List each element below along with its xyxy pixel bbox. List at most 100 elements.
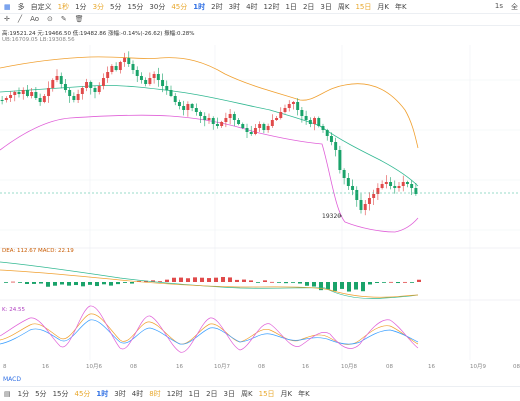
macd-bar [417, 279, 421, 282]
candle-body [72, 96, 76, 100]
macd-bar [186, 278, 190, 282]
candle-body [258, 124, 262, 128]
topbar-right: 1s 全 [487, 2, 518, 12]
macd-bar [235, 279, 239, 282]
macd-bar [312, 282, 316, 287]
timeframe-item-6[interactable]: 15分 [127, 2, 144, 11]
candle-body [76, 94, 80, 100]
boll-mid-line [0, 85, 419, 187]
bottom-timeframe-item-15[interactable]: 年K [298, 390, 310, 398]
macd-bar [263, 280, 267, 282]
macd-bar [130, 282, 134, 284]
macd-bar [88, 282, 92, 285]
candle-body [283, 108, 287, 112]
macd-bar [151, 280, 155, 282]
text-tool-button[interactable]: Ao [30, 15, 40, 23]
timeframe-item-0[interactable]: 多 [17, 2, 25, 11]
candle-body [308, 120, 312, 124]
brush-icon[interactable]: ✎ [60, 15, 67, 23]
candle-body [25, 90, 29, 96]
timeframe-item-19[interactable]: 月K [377, 2, 389, 11]
macd-bar [46, 282, 50, 287]
chart-canvas[interactable]: 19320 DEA: 112.67 MACD: 22.19 K: 24.55 8… [0, 0, 520, 376]
timeframe-item-10[interactable]: 2时 [211, 2, 223, 11]
crosshair-icon[interactable]: ✛ [4, 15, 10, 23]
candle-body [177, 102, 181, 106]
candle-body [139, 76, 143, 80]
macd-dea-line [0, 269, 419, 298]
timeframe-item-11[interactable]: 3时 [228, 2, 241, 11]
candle-body [101, 78, 105, 86]
timeframe-item-15[interactable]: 2日 [302, 2, 315, 11]
macd-bar [144, 280, 148, 282]
x-axis-label: 10月6 [86, 363, 102, 370]
timeframe-item-1[interactable]: 自定义 [30, 2, 52, 11]
candle-body [241, 124, 245, 128]
trash-icon[interactable]: 🗑 [74, 15, 84, 23]
candle-body [275, 118, 279, 120]
interval-button[interactable]: 1s [494, 2, 503, 10]
timeframe-item-16[interactable]: 3日 [320, 2, 332, 11]
pin-icon[interactable]: ⊙ [47, 15, 53, 23]
timeframe-item-5[interactable]: 5分 [110, 2, 122, 11]
candle-body [13, 92, 17, 95]
candle-body [329, 136, 333, 142]
bottom-timeframe-item-13[interactable]: 15日 [258, 390, 275, 398]
timeframe-item-4[interactable]: 3分 [92, 2, 105, 11]
bottom-timeframe-item-8[interactable]: 12时 [166, 390, 183, 398]
timeframe-item-17[interactable]: 周K [337, 2, 350, 11]
bottom-timeframe-item-3[interactable]: 45分 [74, 390, 91, 398]
timeframe-item-7[interactable]: 30分 [149, 2, 166, 11]
bottom-timeframe-item-1[interactable]: 5分 [35, 390, 47, 398]
bottom-timeframe-item-5[interactable]: 3时 [114, 390, 126, 398]
kdj-legend: K: 24.55 [2, 307, 25, 313]
bottom-timeframe-item-11[interactable]: 3日 [223, 390, 236, 398]
candle-body [118, 62, 122, 70]
macd-bar [277, 282, 281, 283]
bottom-timeframe-item-12[interactable]: 周K [241, 390, 253, 398]
fullscreen-button[interactable]: 全 [511, 3, 518, 11]
bottom-timeframe-item-9[interactable]: 1日 [188, 390, 201, 398]
macd-bar [347, 282, 351, 292]
macd-bar [291, 282, 295, 283]
bottom-timeframe-item-2[interactable]: 15分 [52, 390, 69, 398]
bottom-timeframe-item-14[interactable]: 月K [280, 390, 293, 398]
line-tool-icon[interactable]: ╱ [17, 15, 23, 23]
timeframe-item-12[interactable]: 4时 [246, 2, 258, 11]
macd-bar [389, 281, 393, 283]
macd-bar [382, 282, 386, 283]
candle-body [372, 194, 376, 198]
timeframe-item-14[interactable]: 1日 [285, 2, 297, 11]
macd-bar [361, 282, 365, 292]
macd-bar [158, 281, 162, 282]
timeframe-item-2[interactable]: 1秒 [57, 2, 70, 11]
timeframe-item-18[interactable]: 15日 [355, 2, 372, 11]
candle-body [355, 190, 359, 200]
candle-body [389, 182, 393, 186]
candle-body [152, 74, 156, 78]
timeframe-item-9[interactable]: 1时 [193, 2, 206, 11]
candle-body [245, 128, 249, 132]
timeframe-item-13[interactable]: 12时 [263, 2, 280, 11]
candle-body [194, 108, 198, 112]
bottom-timeframe-item-0[interactable]: 1分 [17, 390, 30, 398]
candle-body [410, 184, 414, 188]
macd-bar [368, 282, 372, 285]
timeframe-item-3[interactable]: 1分 [75, 2, 87, 11]
bottom-timeframe-item-4[interactable]: 1时 [96, 390, 109, 398]
candle-body [169, 90, 173, 96]
chart-icon[interactable]: ▦ [4, 2, 11, 11]
timeframe-item-8[interactable]: 45分 [171, 2, 188, 11]
x-axis-label: 16 [42, 364, 49, 370]
bottom-timeframe-item-7[interactable]: 8时 [149, 390, 161, 398]
candle-body [207, 118, 211, 120]
indicator-tab-macd[interactable]: MACD [3, 376, 21, 383]
bottom-timeframe-item-6[interactable]: 4时 [131, 390, 144, 398]
calendar-icon[interactable]: ▤ [4, 390, 11, 398]
bottom-timeframe-item-10[interactable]: 2日 [206, 390, 218, 398]
timeframe-item-20[interactable]: 年K [394, 2, 407, 11]
macd-bar [228, 277, 232, 282]
macd-bar [375, 282, 379, 283]
candle-body [85, 82, 89, 88]
candle-body [224, 118, 228, 122]
